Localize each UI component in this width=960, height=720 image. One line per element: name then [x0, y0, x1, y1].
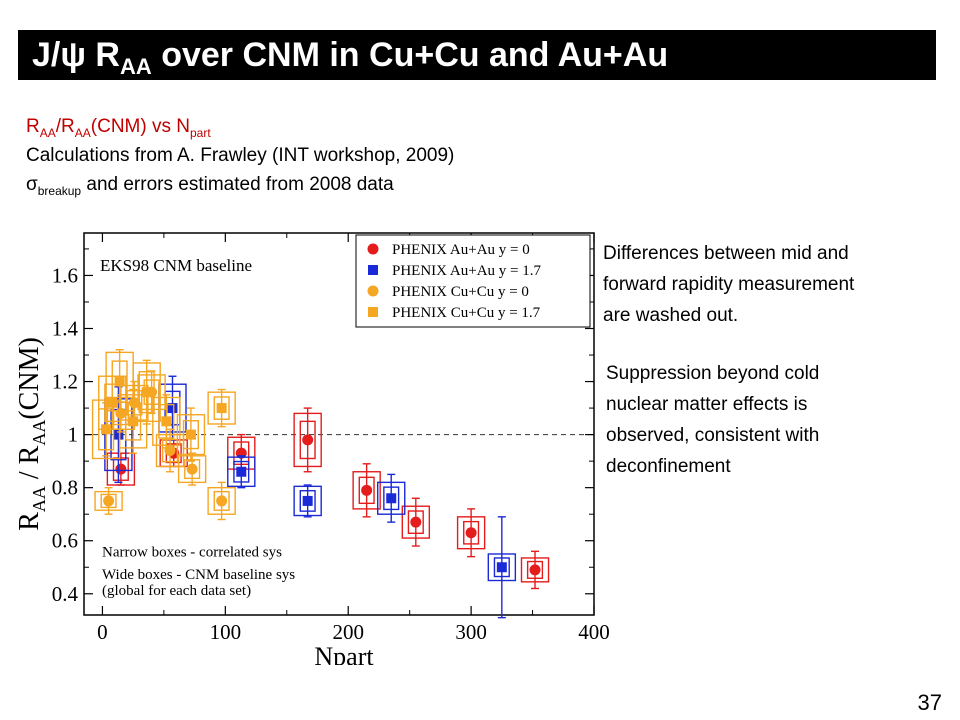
- data-point-circle: [186, 463, 198, 475]
- note-line: Differences between mid and: [603, 243, 849, 264]
- subtitle-calculations: Calculations from A. Frawley (INT worksh…: [26, 145, 455, 166]
- y-tick-label: 1.2: [52, 370, 78, 394]
- legend-entry: PHENIX Cu+Cu y = 1.7: [392, 305, 541, 321]
- x-tick-label: 0: [97, 620, 108, 644]
- y-tick-label: 1: [68, 423, 79, 447]
- subtitle-ratio: RAA/RAA(CNM) vs Npart: [26, 116, 211, 140]
- legend-marker: [367, 285, 379, 297]
- legend-marker: [367, 243, 379, 255]
- data-point-square: [496, 562, 507, 573]
- data-point-square: [386, 493, 397, 504]
- note-rapidity: Differences between mid and forward rapi…: [603, 238, 854, 331]
- data-point-circle: [410, 516, 422, 528]
- data-point-square: [107, 397, 118, 408]
- y-tick-label: 0.6: [52, 529, 78, 553]
- x-axis-label: Npart: [314, 642, 374, 665]
- x-tick-label: 400: [578, 620, 610, 644]
- y-tick-label: 1.4: [52, 317, 79, 341]
- y-axis-label-part: AA: [29, 486, 49, 512]
- legend-entry: PHENIX Au+Au y = 0: [392, 242, 530, 258]
- data-point-square: [113, 429, 124, 440]
- y-axis-label-part: (CNM): [14, 337, 45, 419]
- data-point-circle: [361, 484, 373, 496]
- data-point-square: [161, 416, 172, 427]
- legend: PHENIX Au+Au y = 0 PHENIX Au+Au y = 1.7 PH…: [355, 234, 591, 328]
- y-axis-label-part: / R: [14, 445, 45, 486]
- y-tick-label: 1.6: [52, 263, 78, 287]
- data-point-square: [236, 466, 247, 477]
- legend-entry: PHENIX Cu+Cu y = 0: [392, 284, 529, 300]
- data-point-circle: [115, 463, 127, 475]
- x-tick-label: 100: [210, 620, 242, 644]
- y-tick-label: 0.4: [52, 582, 79, 606]
- note-suppression: Suppression beyond cold nuclear matter e…: [606, 358, 819, 482]
- page-title: J/ψ RAA over CNM in Cu+Cu and Au+Au: [18, 30, 936, 80]
- data-point-square: [185, 429, 196, 440]
- page-number: 37: [917, 690, 942, 715]
- y-axis-label: RAA / RAA(CNM): [14, 337, 49, 531]
- note-line: are washed out.: [603, 305, 739, 326]
- note-line: nuclear matter effects is: [606, 394, 808, 415]
- annotation-narrow: Narrow boxes - correlated sys: [102, 545, 282, 561]
- data-point-square: [302, 495, 313, 506]
- data-point-circle: [529, 564, 541, 576]
- legend-box: [355, 234, 591, 328]
- data-point-circle: [216, 495, 228, 507]
- raa-chart: 0 100 200 300 4000.40.60.811.21.41.6NpartRAA…: [14, 232, 610, 665]
- legend-marker: [368, 265, 378, 275]
- data-point-square: [216, 403, 227, 414]
- y-axis-label-part: R: [14, 512, 45, 531]
- subtitle-block: RAA/RAA(CNM) vs Npart Calculations from …: [26, 112, 454, 199]
- annotation-global: (global for each data set): [102, 583, 251, 599]
- y-tick-label: 0.8: [52, 476, 78, 500]
- legend-marker: [368, 307, 378, 317]
- note-line: Suppression beyond cold: [606, 363, 820, 384]
- baseline-label: EKS98 CNM baseline: [100, 256, 252, 275]
- note-line: deconfinement: [606, 456, 731, 477]
- data-point-square: [141, 387, 152, 398]
- note-line: forward rapidity measurement: [603, 274, 855, 295]
- data-point-circle: [465, 527, 477, 539]
- data-point-circle: [302, 434, 314, 446]
- x-tick-label: 300: [455, 620, 487, 644]
- data-point-square: [114, 376, 125, 387]
- note-line: observed, consistent with: [606, 425, 820, 446]
- subtitle-breakup: σbreakup and errors estimated from 2008 …: [26, 174, 394, 198]
- annotation-wide: Wide boxes - CNM baseline sys: [102, 567, 295, 583]
- y-axis-label-part: AA: [29, 420, 49, 446]
- legend-entry: PHENIX Au+Au y = 1.7: [392, 263, 542, 279]
- data-point-circle: [103, 495, 115, 507]
- x-tick-label: 200: [332, 620, 364, 644]
- data-point-square: [167, 403, 178, 414]
